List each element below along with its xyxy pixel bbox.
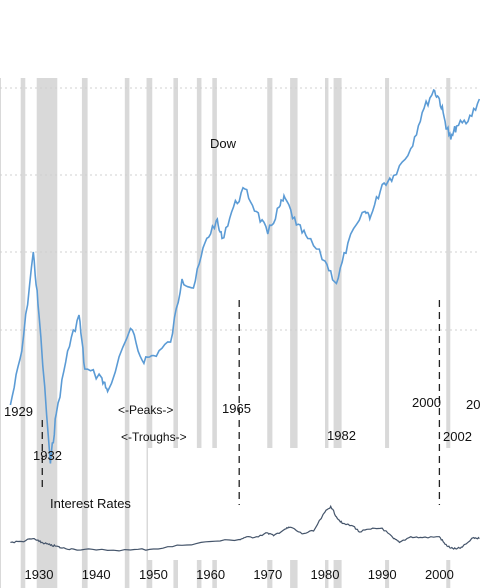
annotation-1965: 1965 xyxy=(222,401,251,416)
dashed-markers xyxy=(41,300,441,505)
x-tick-1950: 1950 xyxy=(139,567,168,582)
annotation-1929: 1929 xyxy=(4,404,33,419)
x-tick-1930: 1930 xyxy=(25,567,54,582)
annotation-1932: 1932 xyxy=(33,448,62,463)
recession-band-14 xyxy=(446,78,451,588)
recession-band-8 xyxy=(212,78,217,588)
inset-panel-background xyxy=(148,448,480,560)
annotation-1982: 1982 xyxy=(327,428,356,443)
recession-band-7 xyxy=(196,78,202,588)
x-tick-1940: 1940 xyxy=(82,567,111,582)
gridlines xyxy=(0,87,480,331)
recession-band-4 xyxy=(124,78,130,588)
series-line-dow xyxy=(9,88,480,464)
recession-band-9 xyxy=(267,78,273,588)
x-tick-1960: 1960 xyxy=(196,567,225,582)
recession-band-6 xyxy=(173,78,178,588)
annotation-2000: 2000 xyxy=(412,395,441,410)
recession-band-10 xyxy=(290,78,298,588)
recession-band-1 xyxy=(20,78,26,588)
recession-band-11 xyxy=(325,78,329,588)
peaks-label: <-Peaks-> xyxy=(118,403,173,417)
series-line-interest-rates xyxy=(10,504,480,552)
recession-bands xyxy=(0,78,451,588)
dow-label: Dow xyxy=(210,136,237,151)
recession-band-3 xyxy=(81,78,88,588)
recession-band-13 xyxy=(385,78,390,588)
annotation-2002: 2002 xyxy=(443,429,472,444)
x-axis-ticks: 1930 1940 1950 1960 1970 1980 1990 2000 xyxy=(25,567,454,582)
recession-band-5 xyxy=(146,78,153,588)
recession-band-12 xyxy=(333,78,342,588)
x-tick-2000: 2000 xyxy=(425,567,454,582)
interest-rates-label: Interest Rates xyxy=(50,496,131,511)
x-tick-1970: 1970 xyxy=(253,567,282,582)
recession-band-0 xyxy=(0,78,1,588)
annotation-20-cut: 20 xyxy=(466,397,480,412)
x-tick-1980: 1980 xyxy=(311,567,340,582)
troughs-label: <-Troughs-> xyxy=(121,430,187,444)
x-tick-1990: 1990 xyxy=(368,567,397,582)
